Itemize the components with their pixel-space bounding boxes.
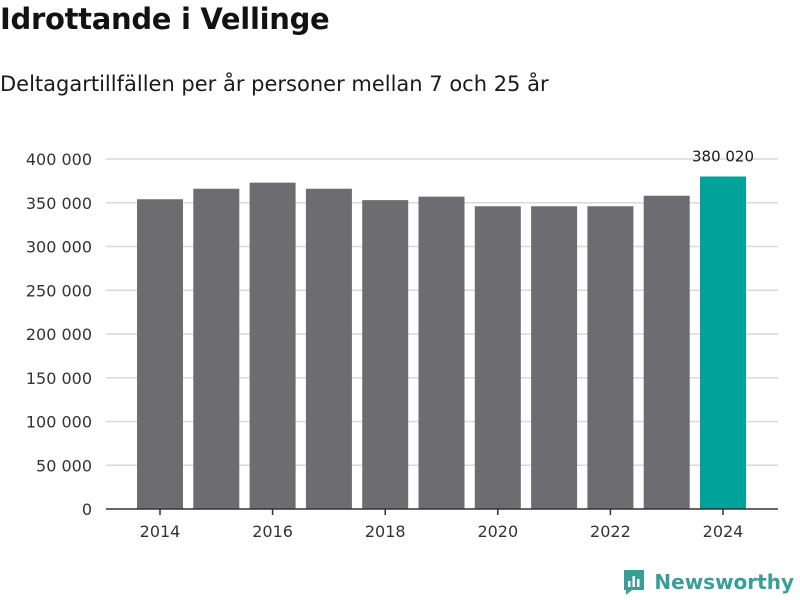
y-tick-label: 300 000 <box>26 238 92 257</box>
y-tick-label: 400 000 <box>26 150 92 169</box>
x-tick-label: 2018 <box>365 522 406 541</box>
bars <box>137 176 746 510</box>
bar-2017 <box>305 188 352 509</box>
x-tick-label: 2016 <box>252 522 293 541</box>
labels: 0 50 000 100 000 150 000 200 000 250 000 300 0… <box>26 147 754 541</box>
bar-2015 <box>193 188 240 509</box>
chart-title: Idrottande i Vellinge <box>0 2 330 36</box>
x-tick-label: 2022 <box>590 522 631 541</box>
y-tick-label: 350 000 <box>26 194 92 213</box>
bar-2020 <box>474 206 521 509</box>
x-tick-label: 2024 <box>703 522 744 541</box>
y-tick-label: 50 000 <box>36 456 92 475</box>
x-tick-label: 2020 <box>477 522 518 541</box>
y-tick-label: 100 000 <box>26 413 92 432</box>
y-tick-label: 250 000 <box>26 281 92 300</box>
y-tick-label: 0 <box>82 500 92 519</box>
newsworthy-logo-icon <box>624 570 645 595</box>
data-label-2024: 380 020 <box>692 147 754 165</box>
axes <box>106 508 778 515</box>
y-tick-label: 150 000 <box>26 369 92 388</box>
y-tick-label: 200 000 <box>26 325 92 344</box>
bar-2018 <box>362 200 409 509</box>
bar-2019 <box>418 196 465 509</box>
brand: Newsworthy <box>622 568 794 596</box>
chart-subtitle: Deltagartillfällen per år personer mella… <box>0 72 549 96</box>
bar-2023 <box>643 195 690 509</box>
bar-2014 <box>137 199 183 509</box>
bar-2024 <box>700 176 746 510</box>
bar-2021 <box>531 206 578 509</box>
brand-name: Newsworthy <box>654 570 794 594</box>
bar-2022 <box>587 206 634 509</box>
x-tick-label: 2014 <box>140 522 181 541</box>
bar-2016 <box>249 182 296 509</box>
